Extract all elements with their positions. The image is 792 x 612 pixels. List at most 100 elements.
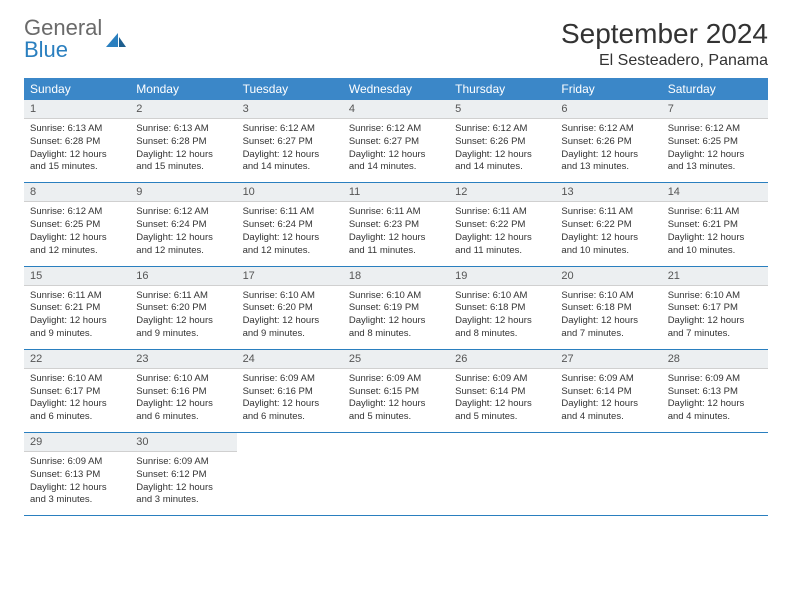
day-number: 20 (555, 267, 661, 286)
day-body: Sunrise: 6:09 AMSunset: 6:14 PMDaylight:… (449, 369, 555, 432)
day-number: 4 (343, 100, 449, 119)
day-body: Sunrise: 6:12 AMSunset: 6:27 PMDaylight:… (237, 119, 343, 182)
brand-text: General Blue (24, 18, 102, 62)
day-cell: .. (343, 433, 449, 516)
day-number: 15 (24, 267, 130, 286)
day-number: 2 (130, 100, 236, 119)
day-cell: 12Sunrise: 6:11 AMSunset: 6:22 PMDayligh… (449, 183, 555, 266)
day-body: Sunrise: 6:11 AMSunset: 6:23 PMDaylight:… (343, 202, 449, 265)
day-number: 22 (24, 350, 130, 369)
day-number: 5 (449, 100, 555, 119)
day-cell: 14Sunrise: 6:11 AMSunset: 6:21 PMDayligh… (662, 183, 768, 266)
weekday-header: Friday (555, 78, 661, 100)
day-body: Sunrise: 6:11 AMSunset: 6:21 PMDaylight:… (24, 286, 130, 349)
day-cell: 23Sunrise: 6:10 AMSunset: 6:16 PMDayligh… (130, 349, 236, 432)
day-body: Sunrise: 6:11 AMSunset: 6:21 PMDaylight:… (662, 202, 768, 265)
day-number: 25 (343, 350, 449, 369)
day-cell: 9Sunrise: 6:12 AMSunset: 6:24 PMDaylight… (130, 183, 236, 266)
day-number: 26 (449, 350, 555, 369)
day-body: Sunrise: 6:10 AMSunset: 6:18 PMDaylight:… (555, 286, 661, 349)
day-number: 10 (237, 183, 343, 202)
day-cell: 15Sunrise: 6:11 AMSunset: 6:21 PMDayligh… (24, 266, 130, 349)
day-cell: 21Sunrise: 6:10 AMSunset: 6:17 PMDayligh… (662, 266, 768, 349)
location: El Sesteadero, Panama (561, 52, 768, 70)
day-cell: 6Sunrise: 6:12 AMSunset: 6:26 PMDaylight… (555, 100, 661, 183)
day-number: 13 (555, 183, 661, 202)
day-body: Sunrise: 6:09 AMSunset: 6:13 PMDaylight:… (662, 369, 768, 432)
day-cell: 2Sunrise: 6:13 AMSunset: 6:28 PMDaylight… (130, 100, 236, 183)
day-body: Sunrise: 6:12 AMSunset: 6:26 PMDaylight:… (449, 119, 555, 182)
month-title: September 2024 (561, 18, 768, 50)
day-number: 6 (555, 100, 661, 119)
day-cell: 1Sunrise: 6:13 AMSunset: 6:28 PMDaylight… (24, 100, 130, 183)
day-body: Sunrise: 6:10 AMSunset: 6:19 PMDaylight:… (343, 286, 449, 349)
day-body: Sunrise: 6:11 AMSunset: 6:22 PMDaylight:… (449, 202, 555, 265)
day-body: Sunrise: 6:12 AMSunset: 6:27 PMDaylight:… (343, 119, 449, 182)
day-cell: 13Sunrise: 6:11 AMSunset: 6:22 PMDayligh… (555, 183, 661, 266)
day-cell: 8Sunrise: 6:12 AMSunset: 6:25 PMDaylight… (24, 183, 130, 266)
day-cell: 30Sunrise: 6:09 AMSunset: 6:12 PMDayligh… (130, 433, 236, 516)
brand-name2: Blue (24, 37, 68, 62)
weekday-header: Saturday (662, 78, 768, 100)
day-cell: 25Sunrise: 6:09 AMSunset: 6:15 PMDayligh… (343, 349, 449, 432)
title-block: September 2024 El Sesteadero, Panama (561, 18, 768, 70)
day-cell: .. (555, 433, 661, 516)
day-body: Sunrise: 6:09 AMSunset: 6:16 PMDaylight:… (237, 369, 343, 432)
day-cell: .. (237, 433, 343, 516)
day-body: Sunrise: 6:10 AMSunset: 6:20 PMDaylight:… (237, 286, 343, 349)
day-number: 23 (130, 350, 236, 369)
day-cell: 20Sunrise: 6:10 AMSunset: 6:18 PMDayligh… (555, 266, 661, 349)
weekday-header: Wednesday (343, 78, 449, 100)
weekday-header: Monday (130, 78, 236, 100)
day-body: Sunrise: 6:09 AMSunset: 6:14 PMDaylight:… (555, 369, 661, 432)
sail-icon (104, 31, 128, 49)
day-body: Sunrise: 6:13 AMSunset: 6:28 PMDaylight:… (24, 119, 130, 182)
day-number: 30 (130, 433, 236, 452)
day-body: Sunrise: 6:13 AMSunset: 6:28 PMDaylight:… (130, 119, 236, 182)
calendar-table: Sunday Monday Tuesday Wednesday Thursday… (24, 78, 768, 516)
day-number: 17 (237, 267, 343, 286)
day-number: 19 (449, 267, 555, 286)
day-cell: .. (449, 433, 555, 516)
day-cell: 18Sunrise: 6:10 AMSunset: 6:19 PMDayligh… (343, 266, 449, 349)
day-body: Sunrise: 6:10 AMSunset: 6:16 PMDaylight:… (130, 369, 236, 432)
day-cell: 17Sunrise: 6:10 AMSunset: 6:20 PMDayligh… (237, 266, 343, 349)
day-cell: 3Sunrise: 6:12 AMSunset: 6:27 PMDaylight… (237, 100, 343, 183)
header: General Blue September 2024 El Sesteader… (24, 18, 768, 70)
day-cell: 7Sunrise: 6:12 AMSunset: 6:25 PMDaylight… (662, 100, 768, 183)
day-number: 28 (662, 350, 768, 369)
day-body: Sunrise: 6:12 AMSunset: 6:25 PMDaylight:… (662, 119, 768, 182)
week-row: 8Sunrise: 6:12 AMSunset: 6:25 PMDaylight… (24, 183, 768, 266)
day-number: 1 (24, 100, 130, 119)
day-number: 14 (662, 183, 768, 202)
day-body: Sunrise: 6:10 AMSunset: 6:17 PMDaylight:… (24, 369, 130, 432)
day-body: Sunrise: 6:10 AMSunset: 6:18 PMDaylight:… (449, 286, 555, 349)
day-cell: 27Sunrise: 6:09 AMSunset: 6:14 PMDayligh… (555, 349, 661, 432)
day-body: Sunrise: 6:12 AMSunset: 6:25 PMDaylight:… (24, 202, 130, 265)
day-cell: 24Sunrise: 6:09 AMSunset: 6:16 PMDayligh… (237, 349, 343, 432)
day-number: 7 (662, 100, 768, 119)
day-body: Sunrise: 6:10 AMSunset: 6:17 PMDaylight:… (662, 286, 768, 349)
weekday-header: Thursday (449, 78, 555, 100)
day-body: Sunrise: 6:11 AMSunset: 6:22 PMDaylight:… (555, 202, 661, 265)
day-number: 29 (24, 433, 130, 452)
day-cell: 16Sunrise: 6:11 AMSunset: 6:20 PMDayligh… (130, 266, 236, 349)
day-number: 24 (237, 350, 343, 369)
day-body: Sunrise: 6:12 AMSunset: 6:26 PMDaylight:… (555, 119, 661, 182)
day-number: 16 (130, 267, 236, 286)
day-body: Sunrise: 6:09 AMSunset: 6:15 PMDaylight:… (343, 369, 449, 432)
week-row: 1Sunrise: 6:13 AMSunset: 6:28 PMDaylight… (24, 100, 768, 183)
day-body: Sunrise: 6:09 AMSunset: 6:12 PMDaylight:… (130, 452, 236, 515)
day-cell: 19Sunrise: 6:10 AMSunset: 6:18 PMDayligh… (449, 266, 555, 349)
day-body: Sunrise: 6:11 AMSunset: 6:24 PMDaylight:… (237, 202, 343, 265)
day-cell: .. (662, 433, 768, 516)
week-row: 22Sunrise: 6:10 AMSunset: 6:17 PMDayligh… (24, 349, 768, 432)
day-cell: 26Sunrise: 6:09 AMSunset: 6:14 PMDayligh… (449, 349, 555, 432)
day-cell: 22Sunrise: 6:10 AMSunset: 6:17 PMDayligh… (24, 349, 130, 432)
day-cell: 4Sunrise: 6:12 AMSunset: 6:27 PMDaylight… (343, 100, 449, 183)
weekday-header: Sunday (24, 78, 130, 100)
weekday-header: Tuesday (237, 78, 343, 100)
day-cell: 29Sunrise: 6:09 AMSunset: 6:13 PMDayligh… (24, 433, 130, 516)
day-number: 12 (449, 183, 555, 202)
day-cell: 5Sunrise: 6:12 AMSunset: 6:26 PMDaylight… (449, 100, 555, 183)
